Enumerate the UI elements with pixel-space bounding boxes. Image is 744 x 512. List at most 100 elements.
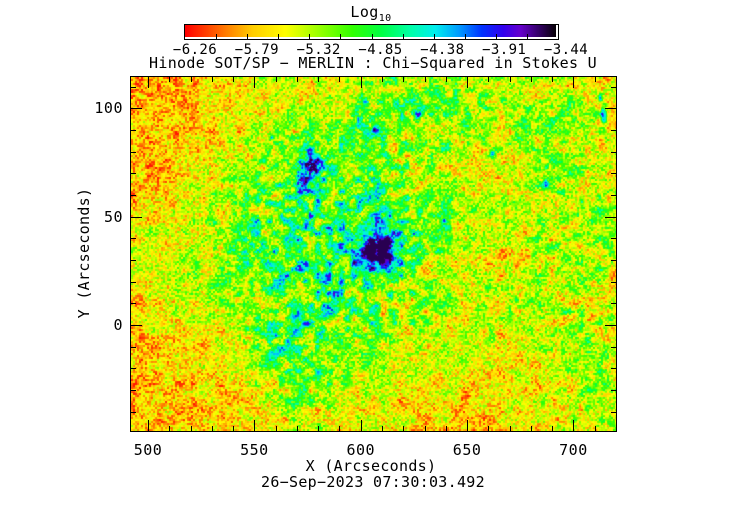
colorbar-tick-label: −3.91: [482, 42, 527, 58]
x-axis-tick: [233, 77, 234, 82]
colorbar-tick: [372, 34, 373, 39]
x-tick-label: 650: [452, 441, 482, 459]
x-axis-tick: [382, 426, 383, 431]
y-axis-tick: [605, 325, 616, 326]
colorbar-tick: [216, 34, 217, 39]
x-axis-tick: [361, 77, 362, 88]
x-axis-tick: [595, 426, 596, 431]
y-axis-tick: [611, 368, 616, 369]
y-axis-tick: [605, 217, 616, 218]
colorbar-title: Log10: [350, 3, 391, 24]
colorbar-tick-label: −5.79: [234, 42, 279, 58]
x-axis-tick: [510, 77, 511, 82]
x-axis-tick: [276, 426, 277, 431]
colorbar-tick: [278, 34, 279, 39]
y-axis-tick: [131, 347, 136, 348]
y-axis-tick: [605, 108, 616, 109]
y-axis-tick: [131, 173, 136, 174]
x-axis-tick: [467, 77, 468, 88]
colorbar-gradient: [185, 25, 556, 37]
y-axis-tick: [611, 260, 616, 261]
colorbar-tick-label: −5.32: [296, 42, 341, 58]
x-axis-tick: [361, 420, 362, 431]
x-axis-tick: [510, 426, 511, 431]
x-tick-label: 500: [133, 441, 163, 459]
colorbar-title-subscript: 10: [378, 13, 392, 24]
x-axis-label: X (Arcseconds): [305, 457, 437, 475]
colorbar-tick-label: −6.26: [172, 42, 218, 58]
x-axis-tick: [488, 426, 489, 431]
x-axis-tick: [403, 426, 404, 431]
x-axis-tick: [488, 77, 489, 82]
colorbar-title-text: Log: [350, 3, 379, 21]
y-axis-tick: [611, 238, 616, 239]
x-axis-tick: [573, 420, 574, 431]
colorbar-tick: [309, 34, 310, 39]
x-axis-tick: [254, 77, 255, 88]
y-axis-tick: [611, 173, 616, 174]
y-axis-tick: [611, 195, 616, 196]
y-axis-tick: [131, 368, 136, 369]
x-axis-tick: [148, 420, 149, 431]
x-axis-tick: [339, 426, 340, 431]
y-axis-tick: [131, 152, 136, 153]
x-axis-tick: [212, 426, 213, 431]
y-axis-tick: [131, 130, 136, 131]
colorbar-tick: [496, 34, 497, 39]
x-axis-tick: [425, 426, 426, 431]
y-axis-label: Y (Arcseconds): [75, 187, 93, 319]
y-axis-tick: [611, 303, 616, 304]
x-axis-tick: [552, 426, 553, 431]
y-tick-label: 0: [113, 315, 123, 334]
x-axis-tick: [616, 426, 617, 431]
colorbar-tick-label: −4.85: [358, 42, 403, 58]
x-axis-tick: [446, 77, 447, 82]
colorbar: [184, 24, 559, 40]
x-axis-tick: [148, 77, 149, 88]
colorbar-tick: [403, 34, 404, 39]
colorbar-tick: [340, 34, 341, 39]
plot-area: [130, 76, 617, 432]
y-axis-tick: [131, 325, 142, 326]
y-axis-tick: [131, 282, 136, 283]
colorbar-tick: [247, 34, 248, 39]
y-axis-tick: [131, 238, 136, 239]
x-axis-tick: [573, 77, 574, 88]
y-axis-tick: [131, 217, 142, 218]
x-axis-tick: [212, 77, 213, 82]
x-axis-tick: [552, 77, 553, 82]
y-axis-tick: [131, 260, 136, 261]
x-tick-label: 700: [559, 441, 588, 459]
x-tick-label: 550: [240, 441, 269, 459]
y-axis-tick: [611, 130, 616, 131]
x-axis-tick: [467, 420, 468, 431]
y-tick-label: 100: [94, 99, 123, 118]
x-axis-tick: [191, 77, 192, 82]
x-axis-tick: [403, 77, 404, 82]
x-axis-tick: [595, 77, 596, 82]
x-axis-tick: [382, 77, 383, 82]
y-axis-tick: [611, 282, 616, 283]
x-tick-label: 600: [346, 441, 376, 459]
y-axis-tick: [131, 303, 136, 304]
timestamp: 26−Sep−2023 07:30:03.492: [261, 473, 485, 491]
x-axis-tick: [276, 77, 277, 82]
x-axis-tick: [339, 77, 340, 82]
y-axis-tick: [131, 412, 136, 413]
colorbar-tick: [527, 34, 528, 39]
y-tick-label: 50: [103, 207, 123, 226]
y-axis-tick: [131, 87, 136, 88]
colorbar-tick: [465, 34, 466, 39]
x-axis-tick: [531, 426, 532, 431]
y-axis-tick: [131, 108, 142, 109]
x-axis-tick: [318, 426, 319, 431]
x-axis-tick: [425, 77, 426, 82]
x-axis-tick: [297, 77, 298, 82]
colorbar-tick-label: −3.44: [543, 42, 589, 58]
x-axis-tick: [191, 426, 192, 431]
y-axis-tick: [611, 87, 616, 88]
x-axis-tick: [318, 77, 319, 82]
colorbar-tick-label: −4.38: [420, 42, 465, 58]
y-axis-tick: [131, 195, 136, 196]
